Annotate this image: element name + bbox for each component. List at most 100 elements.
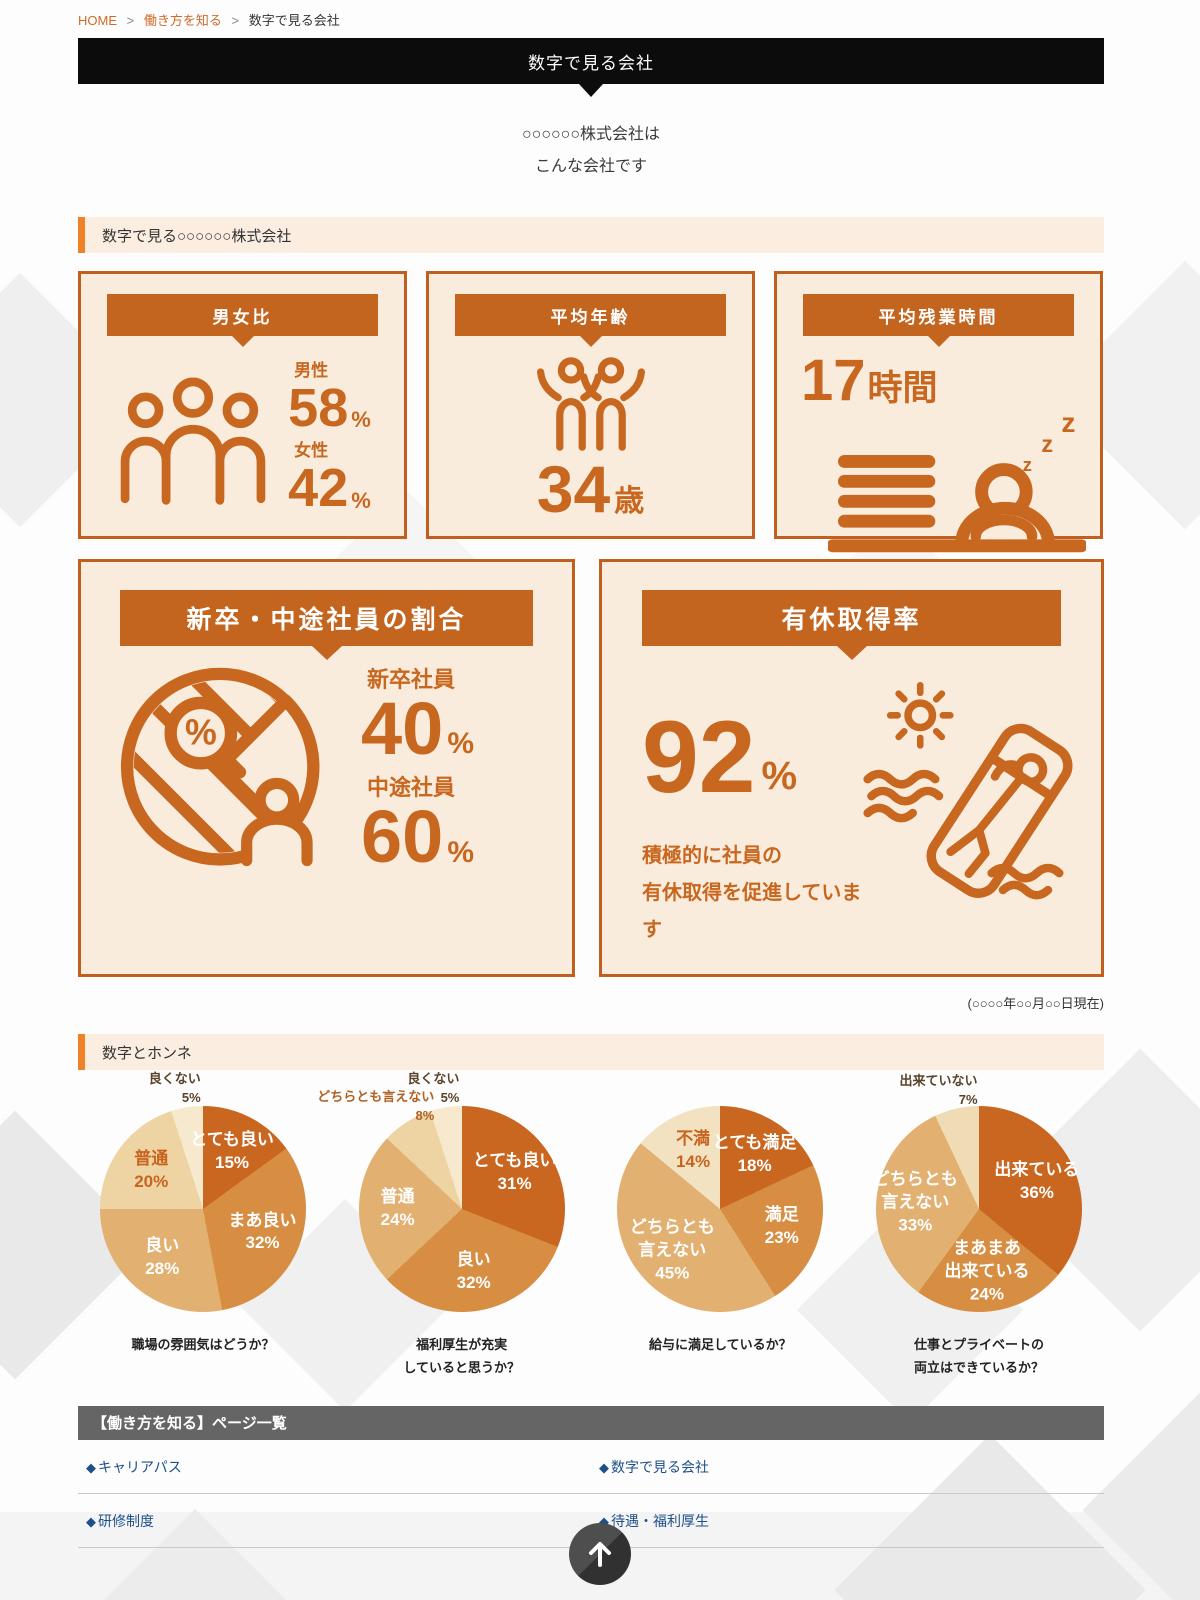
- breadcrumb-separator: >: [126, 13, 135, 28]
- leave-value: 92: [642, 700, 756, 814]
- leave-caption-line-1: 積極的に社員の: [642, 844, 782, 867]
- breadcrumb-separator: >: [231, 13, 240, 28]
- footer-link-career-path[interactable]: ◆ キャリアパス: [86, 1458, 182, 1475]
- breadcrumb-link-work-style[interactable]: 働き方を知る: [143, 13, 222, 28]
- pie-slice-label: とても満足 18%: [712, 1133, 797, 1175]
- card-average-age: 平均年齢 34 歳: [426, 271, 755, 539]
- pie-slice-label: 良くない 5%: [407, 1071, 460, 1106]
- footer-links-row-1: ◆ キャリアパス ◆ 数字で見る会社: [78, 1440, 1104, 1494]
- intro-line-2: こんな会社です: [534, 158, 647, 175]
- card-average-overtime: 平均残業時間 17 時間 z z z: [774, 271, 1103, 553]
- card-title-ribbon: 男女比: [106, 294, 379, 336]
- female-stat: 女性 42 %: [288, 436, 371, 519]
- footer-heading: 【働き方を知る】ページ一覧: [92, 1415, 287, 1432]
- back-to-top-button[interactable]: [569, 1523, 631, 1585]
- male-value: 58: [288, 378, 349, 438]
- card-title: 有休取得率: [781, 606, 922, 634]
- card-hiring-ratio: 新卒・中途社員の割合 %: [78, 559, 575, 977]
- pie-caption: 仕事とプライベートの 両立はできているか？: [913, 1337, 1044, 1375]
- stat-cards-row-1: 男女比 男性 58: [78, 271, 1104, 553]
- page-title-banner: 数字で見る会社: [78, 38, 1104, 84]
- section-accent-bar: [78, 1034, 85, 1070]
- pie-slice-label: どちらとも言えない 8%: [317, 1088, 435, 1123]
- pie-slice-label: まあ良い 32%: [228, 1210, 297, 1253]
- pie-slice-label: 満足 23%: [764, 1204, 799, 1247]
- gender-stats: 男性 58 % 女性 42 %: [288, 354, 371, 515]
- diamond-icon: ◆: [599, 1459, 609, 1475]
- section-heading-label: 数字で見る○○○○○○株式会社: [102, 227, 292, 245]
- age-unit: 歳: [614, 485, 645, 518]
- female-value: 42: [288, 458, 349, 519]
- male-label: 男性: [294, 361, 329, 380]
- overtime-unit: 時間: [867, 369, 938, 408]
- leave-caption-line-2: 有休取得を促進しています: [642, 881, 862, 941]
- pie-area: とても良い 15% まあ良い 32% 良い 28% 普通 20% 良くない 5%: [78, 1072, 328, 1320]
- pie-area: とても満足 18% 満足 23% どちらとも 言えない 45% 不満 14%: [595, 1080, 845, 1320]
- svg-text:%: %: [185, 713, 217, 753]
- pie-area: 出来ている 36% まあまあ 出来ている 24% どちらとも 言えない 33% 出来ていない 7%: [854, 1073, 1104, 1320]
- footer-link-company-numbers[interactable]: ◆ 数字で見る会社: [599, 1458, 709, 1475]
- footer-link-cell: ◆ キャリアパス: [78, 1440, 591, 1493]
- person-arms-up-icon: [536, 357, 645, 451]
- pie-slice-label: 不満 14%: [676, 1129, 711, 1172]
- footer-link-training[interactable]: ◆ 研修制度: [86, 1512, 154, 1529]
- male-stat: 男性 58 %: [288, 356, 371, 438]
- leave-caption: 積極的に社員の 有休取得を促進しています: [642, 838, 862, 949]
- date-note: (○○○○年○○月○○日現在): [967, 996, 1104, 1011]
- section-accent-bar: [78, 217, 85, 253]
- leave-card-body: 92 % 積極的に社員の 有休取得を促進しています: [602, 646, 1101, 949]
- breadcrumb-current: 数字で見る会社: [248, 13, 340, 28]
- sleeping-desk-icon: z z z: [828, 412, 1086, 553]
- pie-slice-label: 良い 28%: [145, 1236, 180, 1279]
- people-group-icon: [120, 377, 266, 506]
- pie-slice-label: 出来ている 36%: [994, 1159, 1080, 1202]
- pie-slice-label: とても良い 15%: [190, 1130, 274, 1172]
- footer-link-benefits[interactable]: ◆ 待遇・福利厚生: [599, 1512, 709, 1529]
- card-title: 平均残業時間: [878, 307, 999, 327]
- pie-slice-label: どちらとも 言えない 45%: [629, 1217, 715, 1283]
- section-heading-stats: 数字で見る○○○○○○株式会社: [78, 217, 1104, 253]
- new-grad-label: 新卒社員: [367, 667, 456, 692]
- pie-caption: 給与に満足しているか？: [649, 1337, 792, 1352]
- percent-unit: %: [447, 727, 474, 761]
- percent-unit: %: [351, 407, 371, 433]
- section-heading-honne: 数字とホンネ: [78, 1034, 1104, 1070]
- pie-chart: とても良い 31% 良い 32% 普通 24% どちらとも言えない 8% 良くない 5% 福利厚生が…: [317, 1072, 587, 1380]
- pie-slice-label: 良い 32%: [456, 1249, 491, 1292]
- new-grad-stat: 新卒社員 40 %: [361, 662, 474, 766]
- pie-slice-label: まあまあ 出来ている 24%: [944, 1239, 1030, 1304]
- footer-link-cell: ◆ 研修制度: [78, 1494, 591, 1547]
- breadcrumb-link-home[interactable]: HOME: [78, 13, 117, 28]
- pie-slice-label: 普通 24%: [380, 1187, 415, 1229]
- overtime-value: 17: [801, 348, 866, 413]
- diamond-icon: ◆: [86, 1459, 96, 1475]
- svg-text:z: z: [1041, 431, 1053, 457]
- mid-career-value: 60: [361, 795, 444, 879]
- mid-career-label: 中途社員: [367, 775, 456, 801]
- ratio-stats: 新卒社員 40 % 中途社員 60 %: [361, 662, 474, 879]
- card-title-ribbon: 平均年齢: [454, 294, 727, 336]
- footer-link-cell: ◆ 待遇・福利厚生: [591, 1494, 1104, 1547]
- svg-text:z: z: [1023, 454, 1032, 475]
- pie-area: とても良い 31% 良い 32% 普通 24% どちらとも言えない 8% 良くない 5%: [317, 1072, 587, 1320]
- percent-unit: %: [351, 487, 371, 513]
- pie-slice-label: とても良い 31%: [472, 1151, 557, 1194]
- pie-slice-label: 良くない 5%: [148, 1071, 201, 1106]
- pie-slice-label: どちらとも 言えない 33%: [872, 1169, 958, 1235]
- percent-unit: %: [447, 835, 474, 869]
- overtime-value-row: 17 時間: [801, 352, 1100, 410]
- card-title: 男女比: [212, 307, 273, 327]
- section-heading-label: 数字とホンネ: [102, 1044, 192, 1062]
- banner-arrow-icon: [579, 84, 603, 97]
- pie-charts-row: とても良い 15% まあ良い 32% 良い 28% 普通 20% 良くない 5% 職場の雰囲気はどう…: [78, 1072, 1104, 1380]
- intro-text: ○○○○○○株式会社は こんな会社です: [78, 119, 1104, 183]
- leave-left: 92 % 積極的に社員の 有休取得を促進しています: [642, 656, 862, 949]
- age-value-row: 34 歳: [429, 456, 752, 522]
- pie-caption: 福利厚生が充実 していると思うか？: [403, 1337, 520, 1375]
- pie-slice-label: 普通 20%: [134, 1149, 169, 1192]
- percent-unit: %: [761, 753, 798, 798]
- card-title-ribbon: 有休取得率: [641, 590, 1062, 646]
- pie-graphic: [358, 1106, 565, 1312]
- pie-slice-label: 出来ていない 7%: [899, 1073, 978, 1107]
